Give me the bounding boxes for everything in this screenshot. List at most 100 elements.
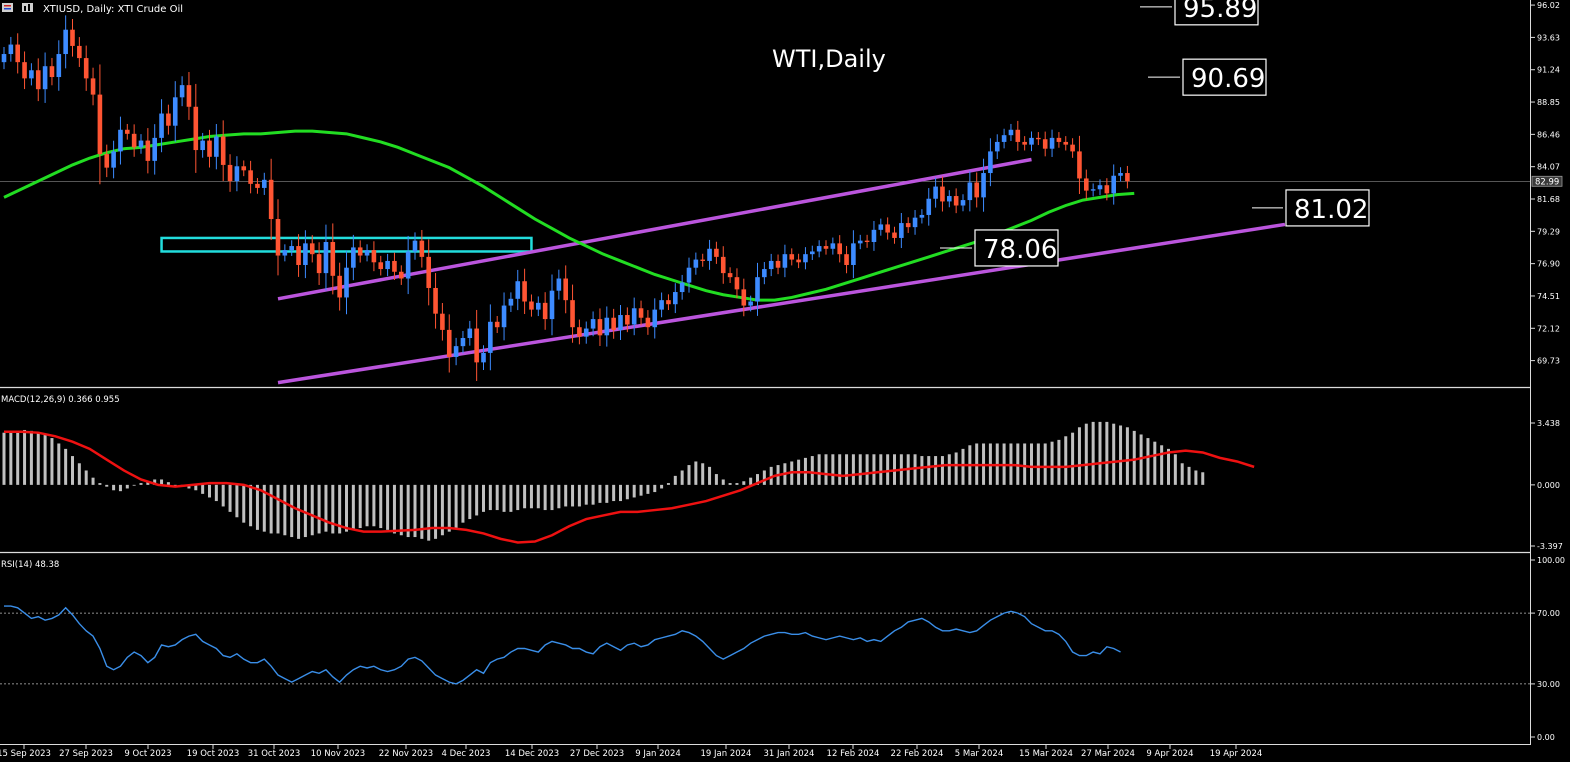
chart-header: XTIUSD, Daily: XTI Crude Oil WTI,Daily: [2, 3, 886, 73]
candle-body: [63, 29, 68, 55]
candle: [625, 307, 630, 333]
macd-bar: [187, 484, 191, 489]
candle-body: [1070, 144, 1075, 152]
candle: [90, 67, 96, 106]
candle-body: [645, 317, 651, 328]
candle: [720, 246, 726, 284]
macd-bar: [160, 479, 164, 485]
candle-body: [878, 224, 884, 230]
macd-bar: [1132, 430, 1136, 485]
macd-bar: [961, 448, 965, 485]
candle: [1084, 169, 1089, 200]
candle: [255, 178, 260, 194]
candle-body: [673, 292, 678, 305]
time-axis-label: 15 Mar 2024: [1019, 749, 1073, 759]
candle-body: [248, 170, 253, 184]
candle: [152, 124, 157, 175]
macd-axis-tick-label: -3.397: [1537, 542, 1563, 551]
macd-bar: [502, 484, 506, 512]
candle-body: [947, 196, 952, 202]
candle: [1022, 136, 1027, 151]
time-axis-label: 31 Oct 2023: [248, 749, 301, 759]
macd-bar: [516, 484, 520, 511]
macd-bar: [529, 484, 533, 509]
candle-body: [282, 250, 288, 256]
candle-body: [1, 54, 7, 63]
macd-bar: [36, 432, 40, 485]
rsi-panel[interactable]: RSI(14) 48.38 100.00 70.00 30.00 0.00: [0, 556, 1565, 742]
candle: [227, 154, 233, 192]
candle-body: [522, 281, 527, 302]
candle: [645, 310, 651, 335]
candle: [1056, 132, 1062, 148]
macd-bar: [543, 484, 547, 511]
macd-bar: [666, 483, 670, 485]
candle: [49, 57, 55, 86]
rsi-axis-tick-label: 30.00: [1537, 680, 1560, 689]
rsi-axis-tick-label: 100.00: [1537, 556, 1565, 565]
macd-bar: [1146, 438, 1150, 485]
candle: [323, 224, 329, 291]
macd-bar: [858, 454, 862, 485]
candle-body: [371, 250, 377, 263]
candle: [556, 269, 562, 300]
candle: [638, 300, 644, 326]
macd-panel[interactable]: MACD(12,26,9) 0.366 0.955 3.438 0.000 -3.3…: [1, 395, 1563, 551]
channel-lower-line: [277, 222, 1286, 385]
candle: [666, 294, 671, 311]
macd-bar: [886, 454, 890, 485]
candle: [392, 252, 397, 281]
candle: [871, 220, 877, 251]
candle-body: [234, 166, 240, 182]
price-panel[interactable]: 96.02 93.63 91.24 88.85 86.46 84.07 81.68 79.29…: [0, 0, 1563, 385]
candle-body: [83, 58, 89, 79]
candle-body: [686, 267, 692, 283]
candle: [220, 120, 226, 182]
macd-bar: [105, 484, 109, 487]
time-axis-label: 19 Jan 2024: [701, 749, 752, 759]
chart-type-icon[interactable]: [22, 3, 33, 12]
candle-body: [405, 251, 411, 279]
candle-body: [90, 78, 96, 95]
candle: [1042, 131, 1048, 157]
candle: [453, 337, 459, 366]
candle-body: [275, 219, 281, 256]
price-label-text: 90.69: [1191, 64, 1265, 94]
candle: [241, 160, 247, 177]
rsi-levels: [0, 612, 1531, 685]
candle-body: [748, 301, 753, 306]
macd-bar: [940, 456, 944, 485]
candle: [193, 83, 199, 173]
time-axis[interactable]: 15 Sep 2023 27 Sep 2023 9 Oct 2023 19 Oct 2…: [0, 745, 1262, 759]
macd-bar: [468, 484, 472, 520]
macd-bar: [98, 483, 102, 485]
candle-body: [549, 290, 555, 320]
macd-bar: [379, 484, 383, 529]
candle: [29, 63, 34, 86]
candle: [1049, 129, 1055, 157]
candle: [768, 253, 774, 277]
macd-bar: [1057, 439, 1061, 485]
candle: [864, 234, 870, 248]
candle: [878, 218, 884, 236]
candle: [1097, 179, 1103, 196]
candle-body: [1111, 175, 1116, 194]
candle-body: [166, 113, 171, 126]
candle: [508, 292, 514, 312]
candle-body: [912, 217, 918, 228]
candle-body: [316, 254, 322, 274]
macd-bar: [112, 484, 116, 491]
candle-body: [789, 254, 795, 260]
macd-bar: [701, 463, 705, 485]
time-axis-label: 22 Feb 2024: [891, 749, 944, 759]
time-axis-label: 27 Mar 2024: [1081, 749, 1135, 759]
candle-body: [118, 129, 123, 152]
macd-bar: [660, 484, 664, 489]
candle: [159, 99, 164, 153]
macd-bar: [1036, 443, 1040, 485]
candle-body: [214, 136, 219, 157]
window-menu-icon[interactable]: [2, 3, 13, 12]
candle: [529, 294, 534, 317]
price-axis-tick-label: 79.29: [1537, 227, 1560, 236]
